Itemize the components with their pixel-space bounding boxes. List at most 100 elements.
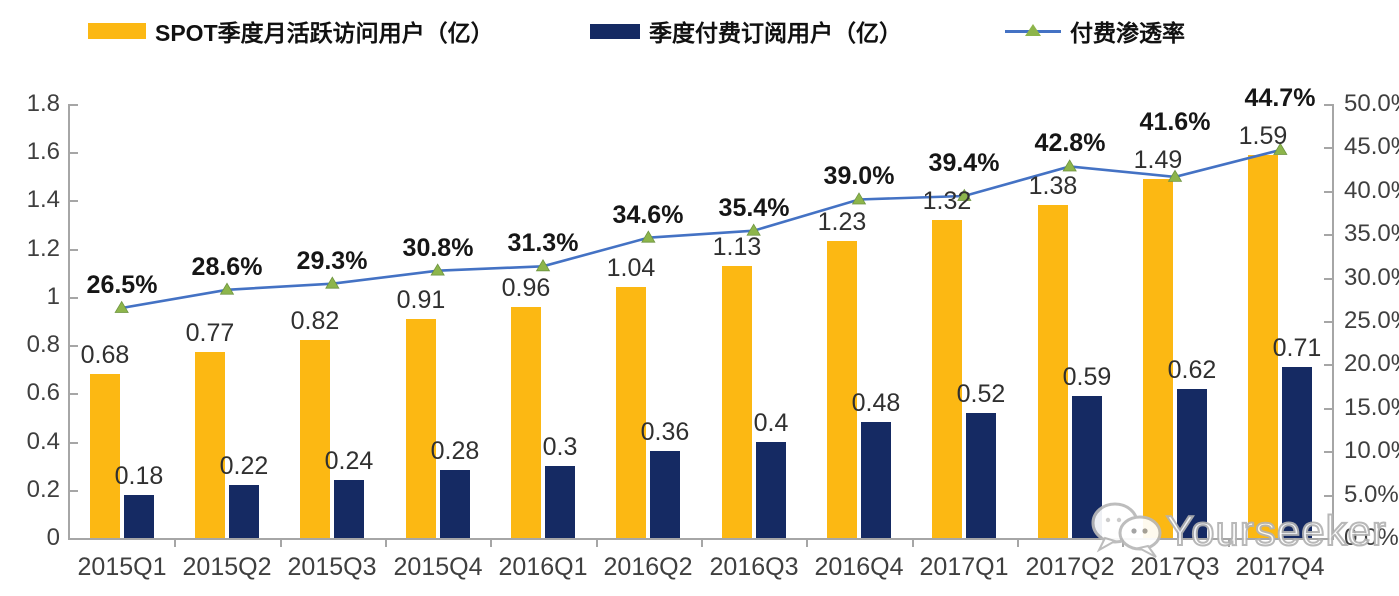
mau-bar [90,374,120,538]
penetration-value-label: 30.8% [402,234,474,262]
y-axis-left-label: 1.4 [26,186,60,213]
mau-bar [300,340,330,538]
y-axis-left-tick [70,490,78,492]
x-axis-label: 2016Q3 [709,553,799,581]
paid-bar [1177,389,1207,538]
mau-bar [406,319,436,538]
paid-value-label: 0.48 [851,389,901,417]
y-axis-left-label: 1.2 [26,235,60,262]
triangle-marker-icon [114,300,129,313]
y-axis-right-line [1332,104,1334,540]
x-axis-label: 2017Q2 [1025,553,1115,581]
mau-value-label: 1.32 [922,187,972,215]
x-axis-tick [490,540,492,547]
mau-bar [616,287,646,538]
paid-bar [334,480,364,538]
y-axis-left-label: 1 [46,283,60,310]
y-axis-left-tick [70,249,78,251]
x-axis-tick [385,540,387,547]
x-axis-label: 2016Q1 [498,553,588,581]
penetration-value-label: 41.6% [1139,108,1211,136]
y-axis-right-tick [1324,191,1332,193]
paid-value-label: 0.36 [640,418,690,446]
x-axis-label: 2015Q3 [287,553,377,581]
penetration-value-label: 31.3% [507,229,579,257]
x-axis-label: 2015Q4 [393,553,483,581]
y-axis-right-tick [1324,147,1332,149]
y-axis-left-tick [70,345,78,347]
mau-bar [722,266,752,538]
mau-value-label: 0.82 [290,307,340,335]
y-axis-right-label: 0.0% [1344,524,1399,551]
penetration-value-label: 44.7% [1244,84,1316,112]
y-axis-right-tick [1324,321,1332,323]
y-axis-left-tick [70,200,78,202]
line-marker-legend-icon [1005,21,1061,41]
mau-bar [511,307,541,538]
paid-bar [440,470,470,538]
y-axis-right-label: 15.0% [1344,394,1399,421]
paid-value-label: 0.18 [114,462,164,490]
paid-legend-swatch-icon [590,23,640,39]
y-axis-left-line [68,104,70,540]
x-axis-tick [1228,540,1230,547]
y-axis-right-tick [1324,104,1332,106]
paid-value-label: 0.3 [542,433,578,461]
x-axis-label: 2015Q2 [182,553,272,581]
triangle-marker-icon [535,259,551,272]
mau-value-label: 0.77 [185,319,235,347]
x-axis-tick [174,540,176,547]
y-axis-left-label: 0.6 [26,379,60,406]
penetration-legend-label: 付费渗透率 [1070,20,1185,46]
legend-item-paid: 季度付费订阅用户（亿） [590,16,902,46]
y-axis-left-label: 1.6 [26,138,60,165]
y-axis-left-tick [70,297,78,299]
x-axis-tick [806,540,808,547]
y-axis-left-label: 0.2 [26,476,60,503]
y-axis-right-label: 50.0% [1344,90,1399,117]
mau-legend-swatch-icon [88,23,146,39]
mau-bar [932,220,962,538]
x-axis-tick [1017,540,1019,547]
x-axis-label: 2015Q1 [77,553,167,581]
penetration-value-label: 39.4% [928,149,1000,177]
mau-value-label: 0.91 [396,286,446,314]
y-axis-right-tick [1324,495,1332,497]
triangle-marker-icon [430,263,445,276]
paid-value-label: 0.62 [1167,356,1217,384]
watermark: Yourseeker [1090,500,1387,562]
x-axis-tick [912,540,914,547]
penetration-value-label: 39.0% [823,162,895,190]
mau-legend-label: SPOT季度月活跃访问用户（亿） [155,20,494,46]
wechat-bubbles-icon [1091,502,1162,558]
y-axis-left-tick [70,152,78,154]
y-axis-left-label: 0 [46,524,60,551]
legend-item-penetration: 付费渗透率 [1005,16,1185,46]
y-axis-left-tick [70,393,78,395]
penetration-value-label: 28.6% [191,253,263,281]
paid-value-label: 0.71 [1272,334,1322,362]
triangle-marker-icon [851,192,867,205]
triangle-marker-icon [219,282,235,295]
paid-value-label: 0.28 [430,437,480,465]
paid-bar [650,451,680,538]
paid-value-label: 0.22 [219,452,269,480]
mau-value-label: 1.23 [817,208,867,236]
y-axis-right-label: 40.0% [1344,177,1399,204]
mau-value-label: 1.13 [712,233,762,261]
paid-bar [756,442,786,538]
paid-value-label: 0.59 [1062,363,1112,391]
y-axis-right-label: 10.0% [1344,437,1399,464]
y-axis-right-tick [1324,408,1332,410]
penetration-value-label: 35.4% [718,194,790,222]
legend-triangle-marker-icon [1025,24,1041,36]
x-axis-tick [701,540,703,547]
y-axis-right-tick [1324,234,1332,236]
y-axis-right-label: 5.0% [1344,481,1399,508]
paid-bar [1282,367,1312,538]
mau-value-label: 1.59 [1238,122,1288,150]
x-axis-label: 2016Q4 [814,553,904,581]
triangle-marker-icon [641,230,656,243]
y-axis-left-label: 1.8 [26,90,60,117]
